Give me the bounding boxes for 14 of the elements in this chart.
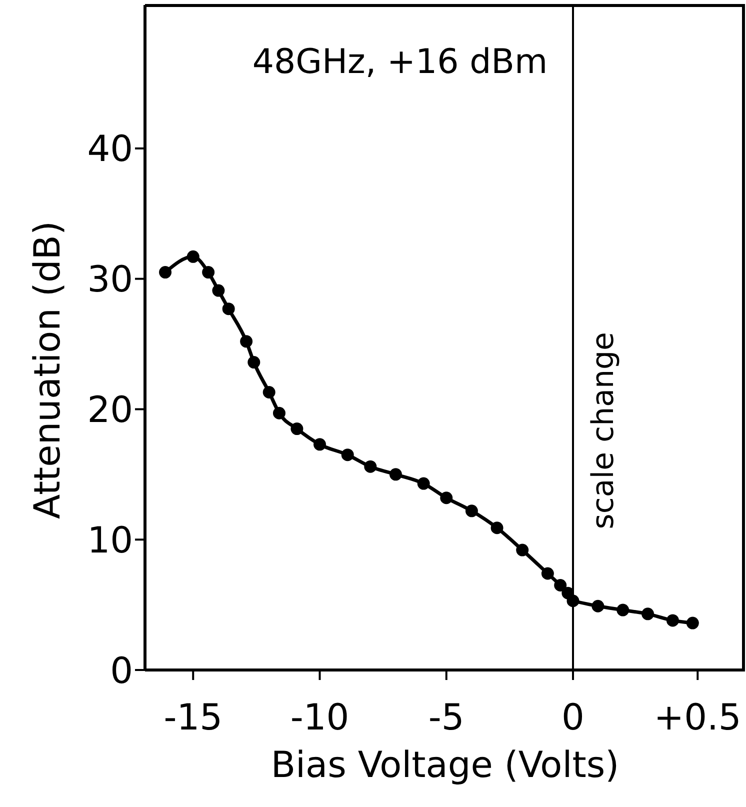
x-tick-label: -10	[290, 698, 350, 739]
x-tick-label: -15	[164, 698, 223, 739]
x-axis-title: Bias Voltage (Volts)	[270, 745, 620, 786]
y-tick-label: 40	[87, 129, 133, 170]
x-tick-label: +0.5	[654, 698, 742, 739]
y-tick-label: 30	[87, 260, 133, 301]
y-axis-title: Attenuation (dB)	[28, 220, 68, 520]
x-tick-label: -5	[428, 698, 464, 739]
annotation: 48GHz, +16 dBm	[251, 42, 549, 82]
y-tick-label: 20	[87, 390, 133, 431]
y-tick-label: 10	[87, 520, 133, 562]
ref-line-label: scale change	[586, 332, 622, 530]
x-tick-label: 0	[562, 698, 584, 739]
y-tick-label: 0	[110, 650, 133, 692]
